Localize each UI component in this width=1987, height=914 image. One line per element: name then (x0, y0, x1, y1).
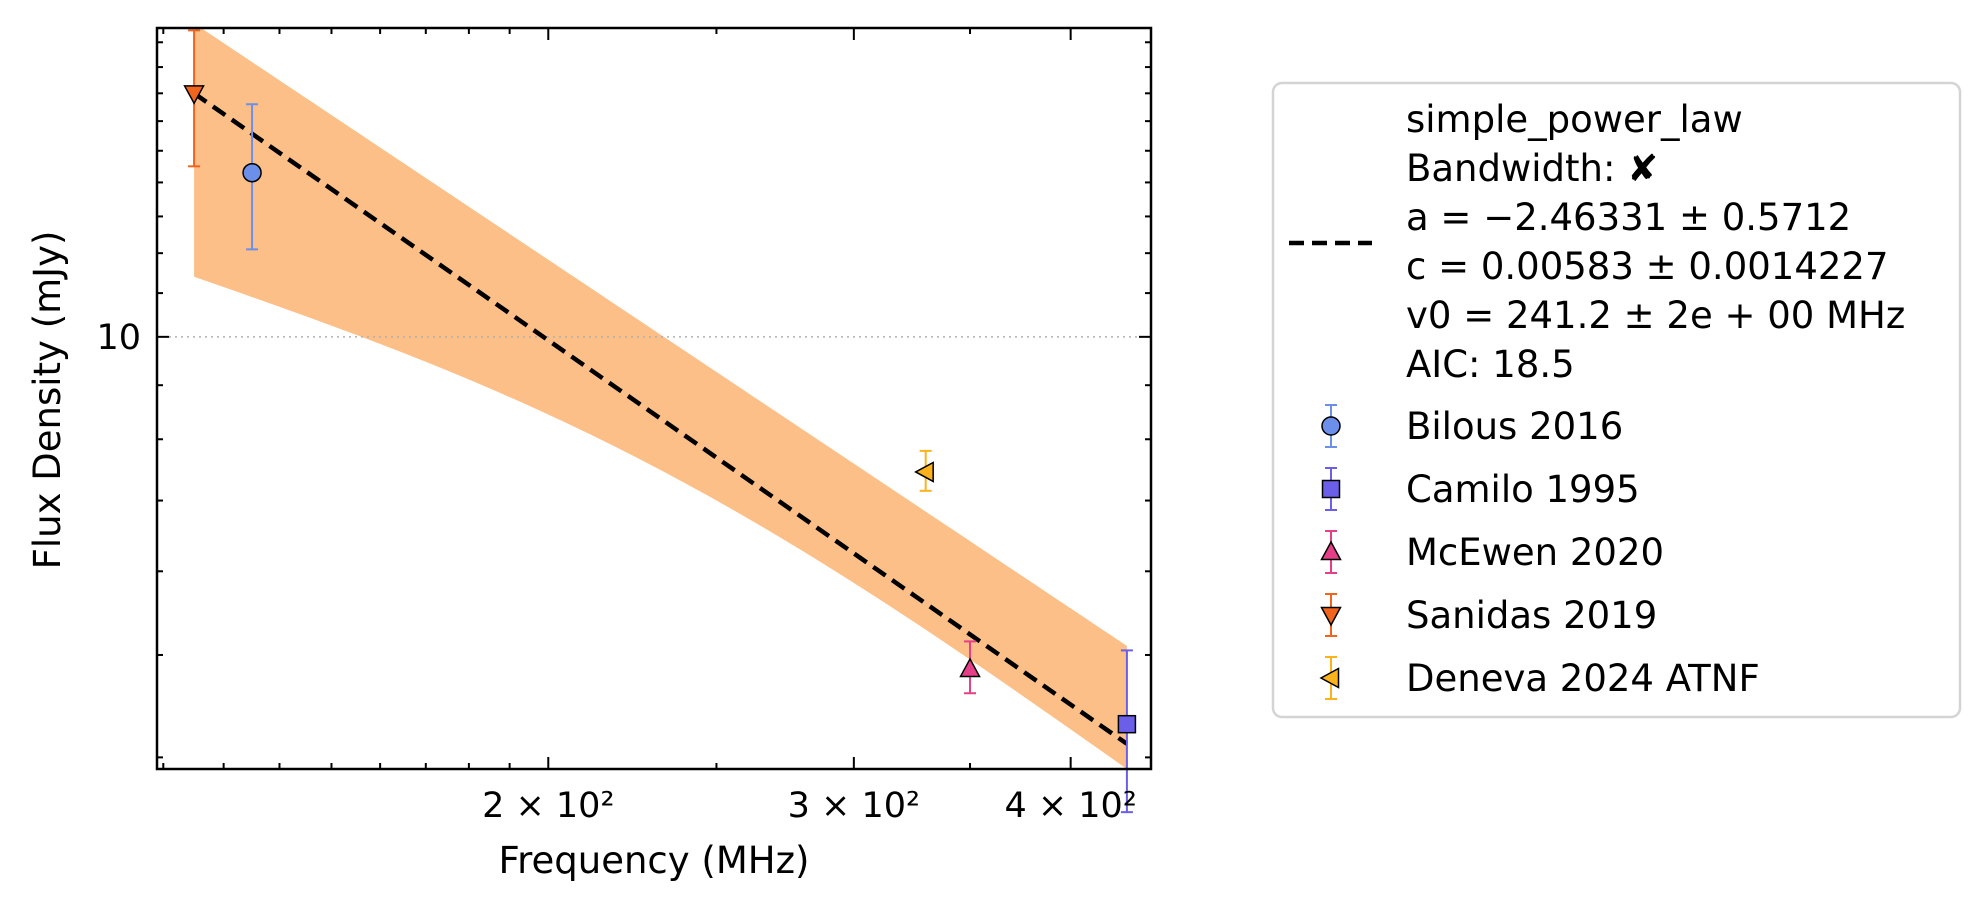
fit-line (192, 91, 1129, 746)
point-marker (242, 162, 262, 183)
legend-entry: Camilo 1995 (1321, 467, 1640, 511)
x-tick-label: 4 × 10² (1004, 786, 1136, 826)
point-marker (914, 461, 934, 483)
x-tick-label: 3 × 10² (788, 786, 920, 826)
legend-label: Camilo 1995 (1406, 468, 1640, 511)
data-point (242, 103, 262, 251)
legend-entry: Deneva 2024 ATNF (1319, 656, 1760, 700)
legend-marker (1320, 606, 1342, 627)
legend-entry: McEwen 2020 (1320, 530, 1664, 574)
legend-marker (1321, 416, 1341, 436)
legend-label: McEwen 2020 (1406, 531, 1664, 574)
y-tick-label: 10 (96, 318, 141, 358)
legend-fit-c: c = 0.00583 ± 0.0014227 (1406, 245, 1888, 288)
legend-label: Deneva 2024 ATNF (1406, 657, 1760, 700)
data-point (183, 29, 205, 168)
legend-marker (1320, 540, 1342, 561)
legend-fit-bandwidth: Bandwidth: ✘ (1406, 147, 1658, 190)
legend-label: Sanidas 2019 (1406, 594, 1657, 637)
x-tick-label: 2 × 10² (482, 786, 614, 826)
point-marker (183, 85, 205, 105)
legend-fit-model: simple_power_law (1406, 98, 1743, 141)
point-marker (1117, 714, 1137, 734)
legend: simple_power_law Bandwidth: ✘ a = −2.463… (1271, 81, 1962, 719)
legend-entry: Bilous 2016 (1321, 404, 1623, 448)
x-axis-label: Frequency (MHz) (499, 839, 810, 882)
legend-fit-v0: v0 = 241.2 ± 2e + 00 MHz (1406, 294, 1905, 337)
plot-frame (155, 26, 1153, 771)
fit-uncertainty-band (194, 28, 1127, 769)
data-point (1117, 649, 1137, 814)
point-marker (959, 657, 981, 678)
y-axis-label: Flux Density (mJy) (26, 231, 69, 570)
legend-entry: Sanidas 2019 (1320, 593, 1657, 637)
legend-marker (1321, 479, 1341, 499)
legend-fit-a: a = −2.46331 ± 0.5712 (1406, 196, 1851, 239)
data-point (959, 640, 981, 695)
legend-marker (1319, 667, 1340, 689)
legend-label: Bilous 2016 (1406, 405, 1623, 448)
legend-fit-aic: AIC: 18.5 (1406, 343, 1575, 386)
data-point (914, 449, 934, 492)
legend-frame (1271, 81, 1962, 719)
axis-ticks (157, 28, 1151, 769)
plot-area: 2 × 10² 3 × 10² 4 × 10² 10 (96, 26, 1153, 826)
